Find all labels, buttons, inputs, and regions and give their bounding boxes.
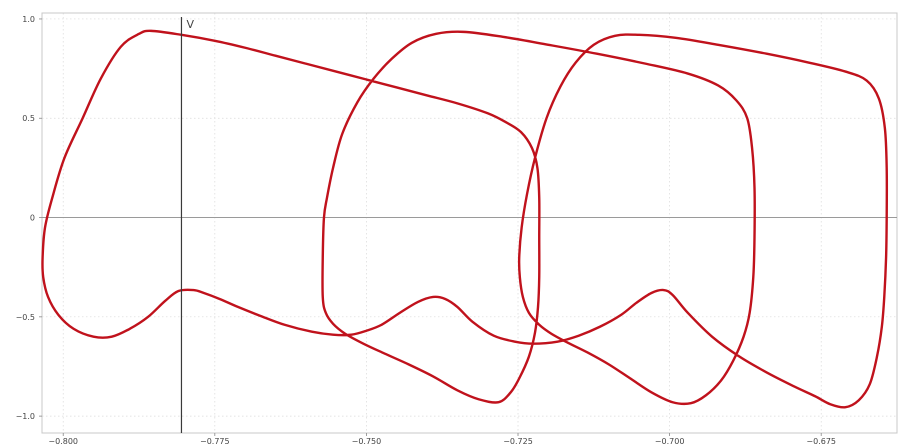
- y-tick-label: 0: [30, 214, 35, 223]
- x-tick-label: −0.725: [503, 437, 533, 446]
- y-tick-label: −1.0: [16, 412, 35, 421]
- x-tick-label: −0.675: [806, 437, 836, 446]
- y-tick-label: 0.5: [22, 114, 35, 123]
- x-tick-label: −0.800: [48, 437, 78, 446]
- series-line-0: [41, 29, 889, 409]
- plot-frame: [41, 12, 898, 434]
- x-tick-label: −0.775: [200, 437, 230, 446]
- x-tick-label: −0.750: [352, 437, 382, 446]
- y-tick-label: −0.5: [16, 313, 35, 322]
- series-layer: [41, 29, 889, 409]
- grid-lines: [42, 13, 897, 433]
- axis-ticks: −0.800 −0.775 −0.750 −0.725 −0.700 −0.675 1.0 0…: [16, 15, 836, 446]
- x-tick-label: −0.700: [655, 437, 685, 446]
- cursor-label: V: [186, 18, 194, 31]
- y-tick-label: 1.0: [22, 15, 35, 24]
